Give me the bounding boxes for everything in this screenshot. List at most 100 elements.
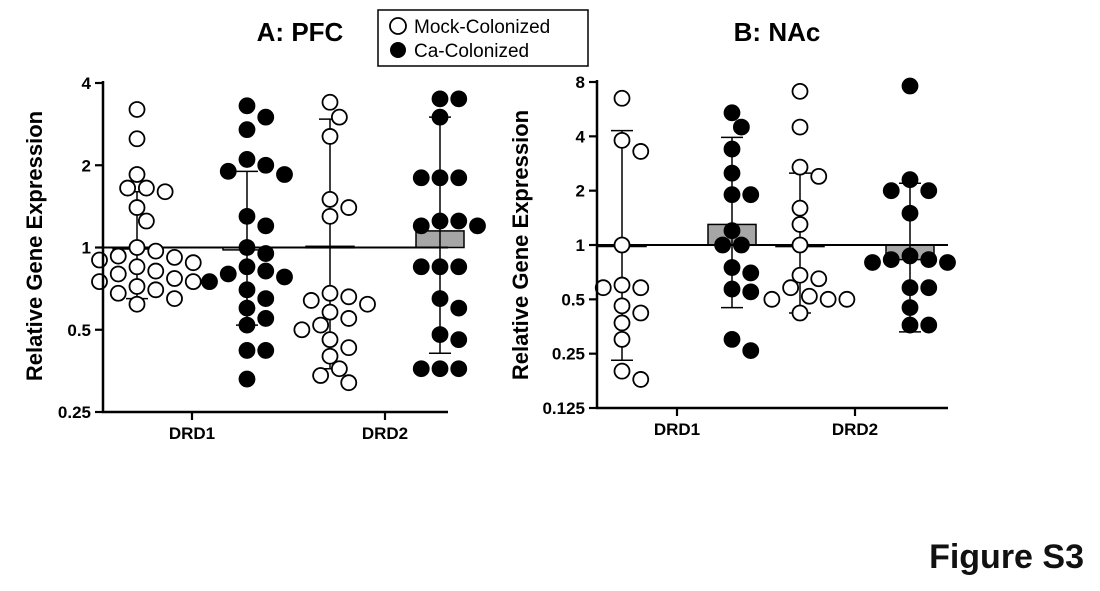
point-drd1-mock-colonized [91, 251, 108, 269]
point-drd1-ca-colonized [238, 316, 256, 334]
point-drd1-mock-colonized [613, 131, 631, 149]
y-tick-label: 0.25 [58, 403, 91, 422]
point-drd2-ca-colonized [431, 326, 449, 343]
point-drd2-mock-colonized [791, 82, 809, 100]
point-drd2-mock-colonized [321, 128, 339, 145]
point-drd2-mock-colonized [321, 93, 339, 111]
point-drd2-ca-colonized [901, 171, 919, 189]
point-drd2-ca-colonized [882, 251, 900, 269]
point-drd2-mock-colonized [791, 216, 809, 233]
chart-title-nac: B: NAc [734, 17, 821, 47]
point-drd2-mock-colonized [321, 207, 339, 225]
point-drd1-ca-colonized [201, 273, 218, 291]
point-drd2-mock-colonized [800, 287, 818, 305]
y-tick-label: 2 [576, 182, 585, 201]
panel-nac: B: NAc Relative Gene Expression 0.125 0.2… [508, 17, 956, 439]
bars-nac [597, 223, 935, 261]
point-drd1-mock-colonized [632, 143, 650, 160]
point-drd1-ca-colonized [723, 164, 741, 182]
point-drd2-ca-colonized [901, 204, 919, 222]
point-drd2-mock-colonized [321, 303, 339, 321]
y-tick-label: 0.5 [561, 290, 585, 309]
point-drd2-ca-colonized [431, 360, 449, 378]
axes-nac [595, 80, 948, 410]
point-drd2-mock-colonized [312, 367, 330, 384]
point-drd1-ca-colonized [742, 186, 760, 204]
point-drd2-mock-colonized [359, 295, 376, 313]
point-drd2-ca-colonized [450, 258, 468, 276]
point-drd2-ca-colonized [431, 290, 449, 308]
point-drd1-ca-colonized [257, 108, 275, 126]
point-drd2-mock-colonized [312, 316, 330, 334]
point-drd2-mock-colonized [302, 292, 320, 309]
point-drd1-ca-colonized [238, 207, 256, 225]
point-drd1-ca-colonized [257, 290, 275, 308]
point-drd1-ca-colonized [238, 151, 256, 168]
point-drd1-ca-colonized [276, 166, 293, 183]
y-tick-label: 1 [576, 236, 585, 255]
point-drd1-ca-colonized [219, 162, 237, 180]
y-tick-label: 0.25 [552, 345, 585, 364]
point-drd2-ca-colonized [431, 108, 449, 126]
point-drd1-ca-colonized [723, 104, 741, 122]
point-drd2-ca-colonized [901, 279, 919, 297]
point-drd2-ca-colonized [450, 169, 468, 187]
point-drd2-mock-colonized [791, 266, 809, 284]
point-drd2-mock-colonized [782, 279, 800, 297]
point-drd1-ca-colonized [238, 342, 256, 359]
point-drd2-ca-colonized [431, 90, 449, 108]
point-drd1-mock-colonized [128, 239, 146, 256]
y-tick-label: 0.125 [542, 399, 585, 418]
point-drd1-mock-colonized [137, 212, 155, 230]
point-drd1-ca-colonized [257, 262, 275, 280]
legend: Mock-Colonized Ca-Colonized [377, 9, 589, 67]
y-tick-label: 2 [82, 156, 91, 175]
point-drd1-mock-colonized [613, 314, 631, 332]
point-drd1-ca-colonized [238, 97, 256, 115]
point-drd2-mock-colonized [321, 347, 339, 365]
point-drd1-mock-colonized [119, 179, 137, 197]
point-drd2-ca-colonized [412, 217, 430, 235]
point-drd2-ca-colonized [864, 254, 881, 271]
point-drd1-ca-colonized [723, 259, 741, 276]
point-drd2-mock-colonized [321, 284, 339, 302]
points-nac [594, 77, 956, 388]
point-drd1-mock-colonized [109, 247, 127, 265]
point-drd2-ca-colonized [901, 77, 919, 95]
y-axis-label-nac: Relative Gene Expression [508, 110, 533, 380]
point-drd2-ca-colonized [920, 279, 938, 297]
point-drd1-mock-colonized [632, 279, 650, 297]
y-tick-label: 4 [576, 127, 586, 146]
point-drd2-ca-colonized [431, 258, 449, 276]
point-drd2-ca-colonized [450, 212, 468, 230]
point-drd1-mock-colonized [166, 248, 183, 266]
point-drd1-mock-colonized [613, 297, 631, 315]
x-categories-pfc: DRD1 DRD2 [169, 412, 408, 443]
point-drd2-ca-colonized [939, 254, 956, 271]
point-drd1-mock-colonized [128, 130, 146, 148]
point-drd2-ca-colonized [901, 299, 919, 316]
point-drd1-mock-colonized [128, 199, 146, 216]
y-ticks-nac: 0.125 0.25 0.5 1 2 4 8 [542, 73, 597, 418]
point-drd1-mock-colonized [109, 265, 127, 283]
point-drd1-mock-colonized [613, 236, 631, 254]
y-ticks-pfc: 0.25 0.5 1 2 4 [58, 74, 103, 422]
point-drd2-ca-colonized [450, 331, 468, 349]
point-drd2-mock-colonized [321, 331, 339, 349]
point-drd1-mock-colonized [184, 273, 202, 291]
point-drd2-ca-colonized [901, 316, 919, 334]
point-drd2-mock-colonized [791, 236, 809, 254]
point-drd1-mock-colonized [128, 166, 146, 183]
point-drd2-ca-colonized [920, 251, 938, 269]
point-drd2-ca-colonized [450, 299, 468, 317]
point-drd2-mock-colonized [340, 310, 358, 327]
x-tick-label-drd1: DRD1 [654, 420, 700, 439]
legend-marker-filled [390, 42, 406, 58]
point-drd2-mock-colonized [340, 339, 358, 357]
x-tick-label-drd1: DRD1 [169, 424, 215, 443]
point-drd1-mock-colonized [613, 330, 631, 348]
point-drd2-mock-colonized [340, 199, 358, 216]
point-drd1-ca-colonized [257, 156, 275, 174]
point-drd1-mock-colonized [632, 371, 650, 388]
